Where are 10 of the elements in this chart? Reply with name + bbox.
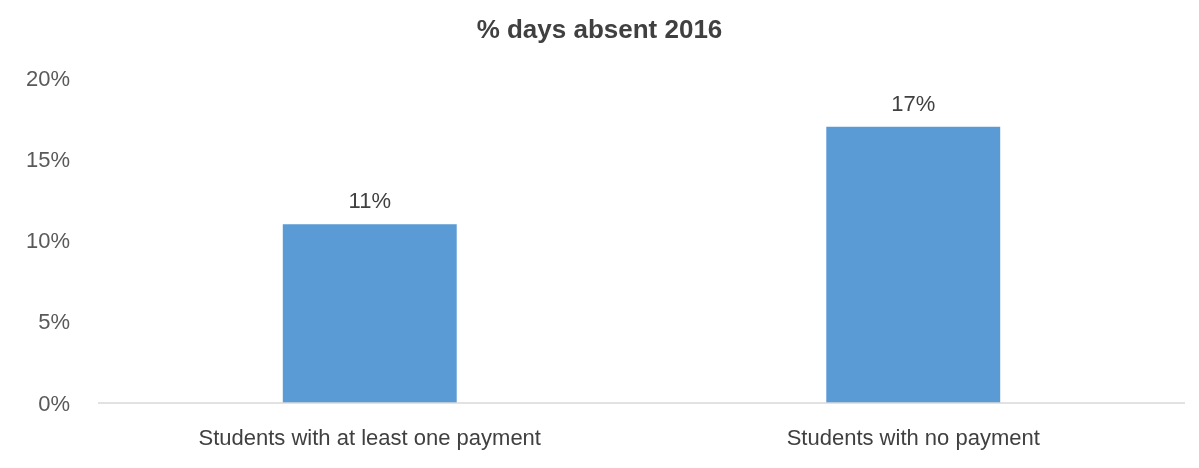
y-tick-label: 15%	[25, 146, 70, 172]
data-label: 17%	[891, 90, 936, 116]
chart-title: % days absent 2016	[476, 14, 723, 44]
data-label: 11%	[348, 188, 391, 214]
x-tick-label: Students with at least one payment	[198, 425, 541, 450]
y-tick-label: 5%	[38, 309, 70, 335]
x-tick-label: Students with no payment	[786, 425, 1040, 450]
y-tick-label: 10%	[25, 228, 70, 254]
y-tick-label: 0%	[38, 390, 70, 416]
y-tick-label: 20%	[25, 65, 70, 91]
